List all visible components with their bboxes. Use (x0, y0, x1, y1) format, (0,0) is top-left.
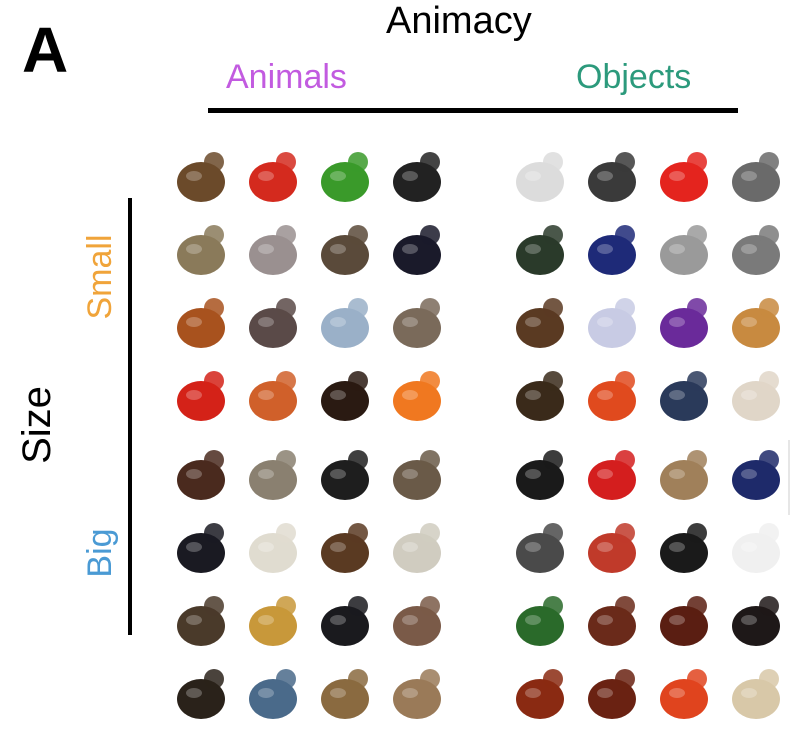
wallet-image (721, 288, 791, 356)
cat-image (382, 288, 452, 356)
stroller-image (505, 586, 575, 654)
seagull-image (310, 288, 380, 356)
marmot-image (166, 142, 236, 210)
oriole-image (382, 142, 452, 210)
armadillo-image (238, 288, 308, 356)
elk-image (310, 659, 380, 727)
armchair-red-image (649, 659, 719, 727)
phone-booth-image (577, 440, 647, 508)
bell-image (577, 142, 647, 210)
tape-roll-image (577, 215, 647, 283)
cd-player-image (721, 215, 791, 283)
mouse-image (238, 215, 308, 283)
small-label: Small (81, 234, 119, 320)
bear-image (310, 513, 380, 581)
okapi-image (166, 440, 236, 508)
organ-image (505, 659, 575, 727)
kudu-image (382, 586, 452, 654)
dolphin-image (238, 659, 308, 727)
size-axis-line (128, 198, 132, 635)
armchair-antique-image (577, 586, 647, 654)
gorilla-image (310, 586, 380, 654)
parrot-image (310, 142, 380, 210)
easel-image (577, 513, 647, 581)
animals-label: Animals (226, 58, 347, 96)
white-deer-image (238, 513, 308, 581)
compass-image (505, 215, 575, 283)
buffalo-image (166, 659, 236, 727)
objects-label: Objects (576, 58, 692, 96)
animacy-axis-line (208, 108, 738, 113)
owl-image (166, 215, 236, 283)
sable-antelope-image (166, 513, 236, 581)
goldfish-image (382, 361, 452, 429)
planner-image (505, 361, 575, 429)
stapler-image (649, 288, 719, 356)
mailbox-image (721, 440, 791, 508)
squirrel-image (166, 288, 236, 356)
thimble-cap-image (649, 142, 719, 210)
teacup-image (721, 361, 791, 429)
big-label: Big (81, 528, 119, 578)
elliptical-image (505, 513, 575, 581)
whiteboard-image (721, 513, 791, 581)
ladybug-image (166, 361, 236, 429)
gorilla-sitting-image (310, 440, 380, 508)
rabbit-image (382, 215, 452, 283)
padlock-image (721, 142, 791, 210)
sneaker-image (649, 361, 719, 429)
writing-desk-image (649, 586, 719, 654)
vending-machine-image (649, 513, 719, 581)
animacy-title: Animacy (386, 0, 532, 42)
sea-lion-image (166, 586, 236, 654)
piano-image (577, 659, 647, 727)
goat-image (382, 659, 452, 727)
thimble-image (649, 215, 719, 283)
barrel-image (721, 586, 791, 654)
filing-cabinet-image (505, 440, 575, 508)
pinecone-image (505, 288, 575, 356)
ant-image (310, 361, 380, 429)
image-edge-divider (788, 440, 790, 515)
panel-letter: A (22, 14, 69, 86)
crab-image (238, 361, 308, 429)
goggles-image (577, 361, 647, 429)
ibex-image (382, 440, 452, 508)
mug-image (577, 288, 647, 356)
cardinal-image (238, 142, 308, 210)
ladder-image (649, 440, 719, 508)
dishwasher-image (721, 659, 791, 727)
antelope-image (238, 440, 308, 508)
tiger-image (382, 513, 452, 581)
size-label: Size (15, 386, 59, 464)
light-bulb-image (505, 142, 575, 210)
giraffe-image (238, 586, 308, 654)
rat-image (310, 215, 380, 283)
